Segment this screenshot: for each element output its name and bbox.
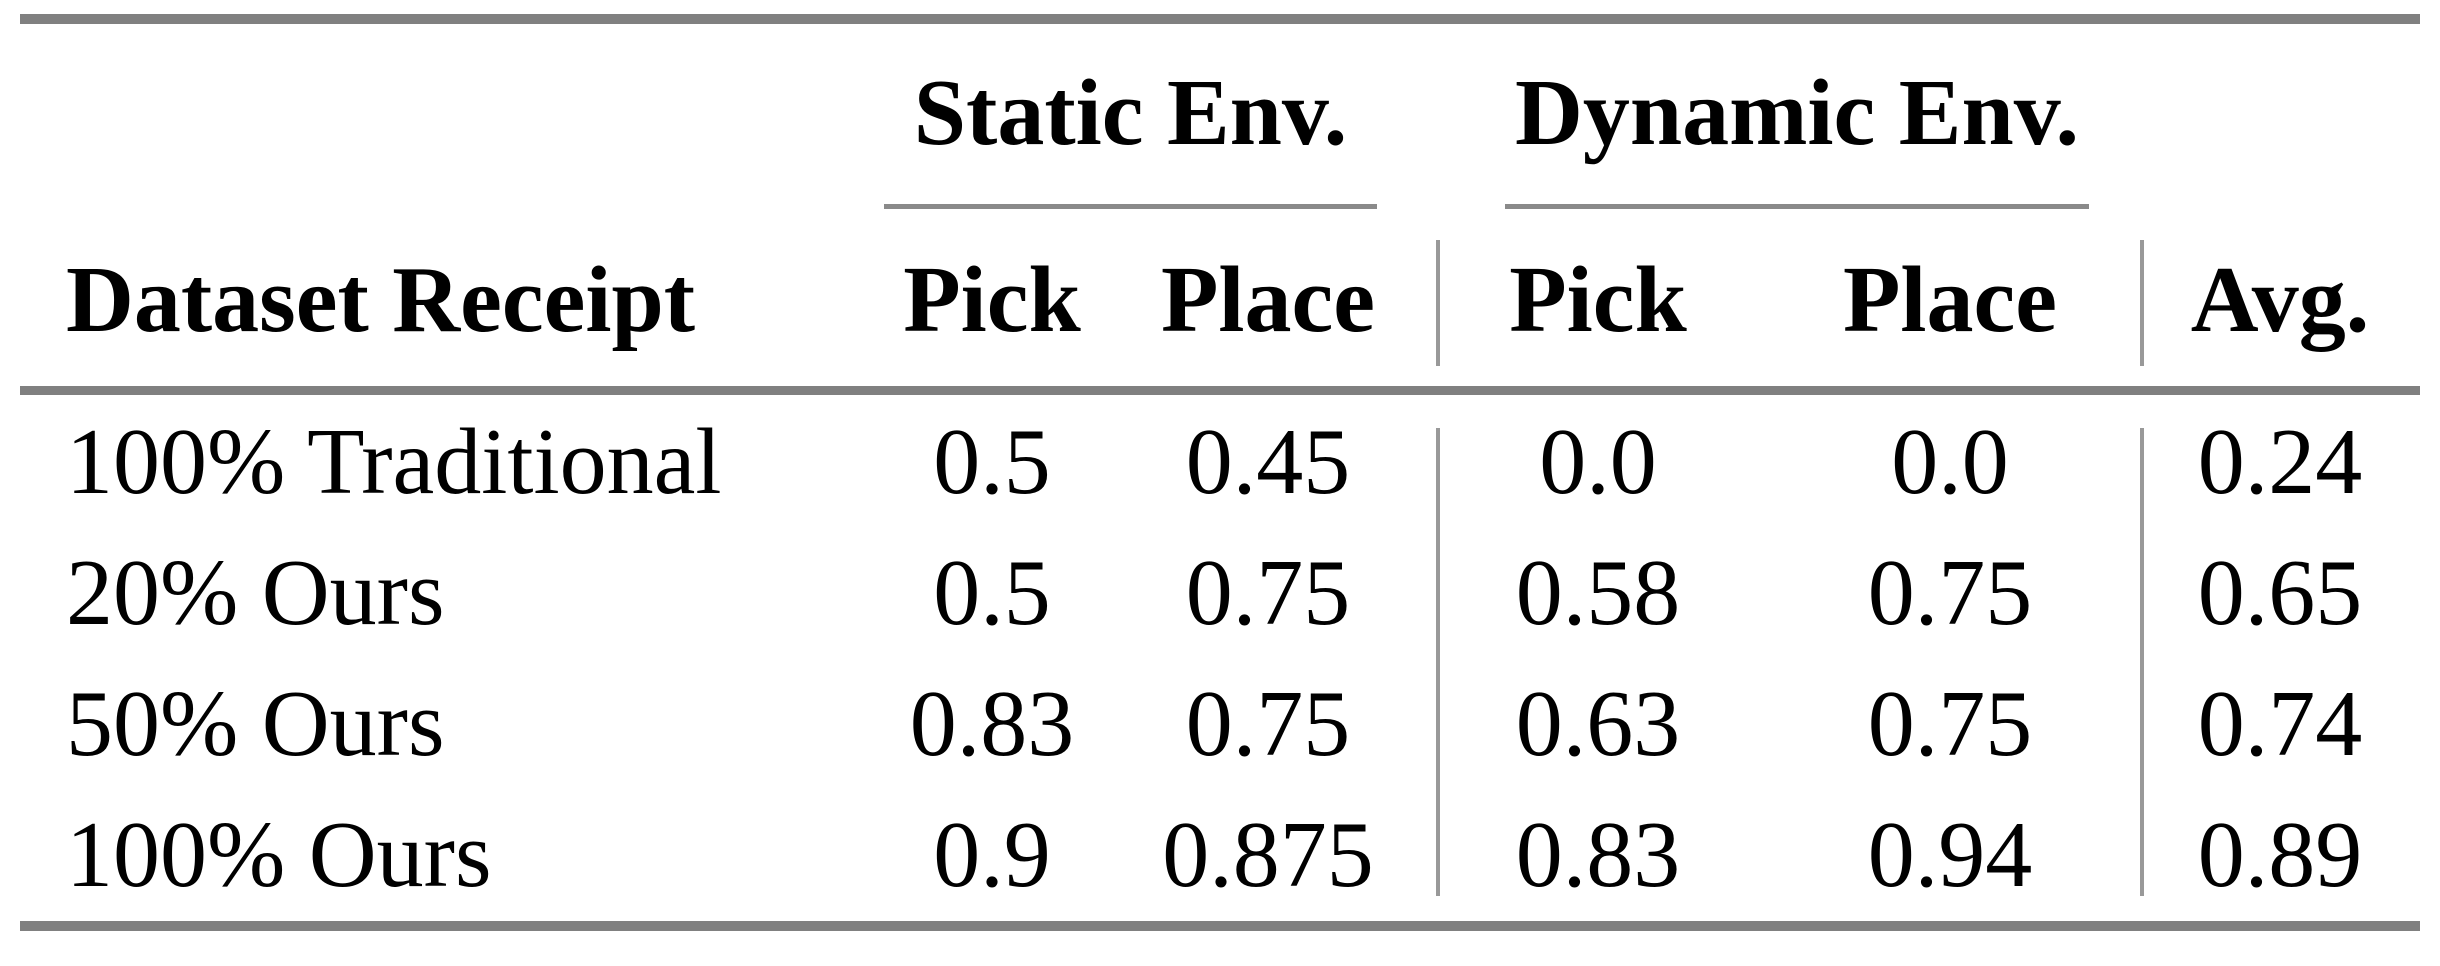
table-bottom-rule <box>20 921 2420 931</box>
table-top-rule <box>20 14 2420 24</box>
cell-dynamic-place: 0.0 <box>1891 409 2009 514</box>
cell-dynamic-pick: 0.63 <box>1515 671 1681 776</box>
cell-avg: 0.74 <box>2197 671 2363 776</box>
column-header-avg: Avg. <box>2190 248 2370 352</box>
cell-dynamic-pick: 0.0 <box>1539 409 1657 514</box>
table-row: 50% Ours 0.83 0.75 0.63 0.75 0.74 <box>20 658 2420 789</box>
header-separator-dynamic-avg <box>2140 240 2144 366</box>
cell-avg: 0.24 <box>2197 409 2363 514</box>
column-header-dynamic-pick: Pick <box>1509 248 1687 352</box>
cell-dynamic-pick: 0.58 <box>1515 540 1681 645</box>
dynamic-env-underline <box>1505 204 2089 209</box>
cell-static-place: 0.875 <box>1162 802 1374 907</box>
table-mid-rule <box>20 386 2420 395</box>
cell-static-pick: 0.83 <box>909 671 1075 776</box>
cell-avg: 0.89 <box>2197 802 2363 907</box>
table-row: 100% Ours 0.9 0.875 0.83 0.94 0.89 <box>20 789 2420 920</box>
cell-dataset-label: 100% Traditional <box>66 409 722 514</box>
table-row: 100% Traditional 0.5 0.45 0.0 0.0 0.24 <box>20 396 2420 527</box>
cell-dynamic-place: 0.94 <box>1867 802 2033 907</box>
static-env-underline <box>884 204 1377 209</box>
cell-dataset-label: 50% Ours <box>66 671 445 776</box>
cell-static-pick: 0.9 <box>933 802 1051 907</box>
table-row: 20% Ours 0.5 0.75 0.58 0.75 0.65 <box>20 527 2420 658</box>
cell-static-pick: 0.5 <box>933 540 1051 645</box>
cell-dynamic-place: 0.75 <box>1867 671 2033 776</box>
cell-static-pick: 0.5 <box>933 409 1051 514</box>
column-header-row: Dataset Receipt Pick Place Pick Place Av… <box>20 225 2420 375</box>
body-separator-static-dynamic <box>1436 428 1440 896</box>
cell-avg: 0.65 <box>2197 540 2363 645</box>
cell-static-place: 0.45 <box>1185 409 1351 514</box>
column-header-dataset-receipt: Dataset Receipt <box>66 248 696 352</box>
table-body: 100% Traditional 0.5 0.45 0.0 0.0 0.24 2… <box>20 396 2420 920</box>
cell-dynamic-pick: 0.83 <box>1515 802 1681 907</box>
cell-dataset-label: 20% Ours <box>66 540 445 645</box>
group-header-static-env: Static Env. <box>913 60 1348 165</box>
cell-dataset-label: 100% Ours <box>66 802 492 907</box>
header-separator-static-dynamic <box>1436 240 1440 366</box>
cell-static-place: 0.75 <box>1185 540 1351 645</box>
cell-static-place: 0.75 <box>1185 671 1351 776</box>
column-header-static-pick: Pick <box>903 248 1081 352</box>
group-header-dynamic-env: Dynamic Env. <box>1514 60 2080 165</box>
column-header-static-place: Place <box>1161 248 1375 352</box>
body-separator-dynamic-avg <box>2140 428 2144 896</box>
column-header-dynamic-place: Place <box>1843 248 2057 352</box>
cell-dynamic-place: 0.75 <box>1867 540 2033 645</box>
